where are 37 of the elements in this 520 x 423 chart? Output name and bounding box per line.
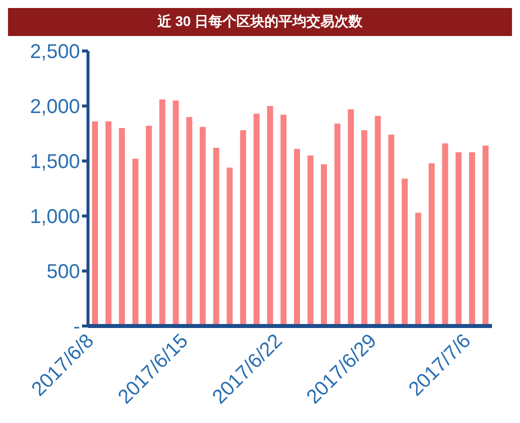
bar <box>280 114 287 326</box>
bar <box>146 126 152 326</box>
bar <box>482 146 489 326</box>
y-tick-label: 2,000 <box>30 96 80 118</box>
bar <box>361 130 368 326</box>
bar <box>402 178 408 326</box>
y-tick-label: 1,000 <box>30 206 80 228</box>
bar <box>172 100 179 326</box>
bar <box>388 134 394 326</box>
y-tick-label: - <box>73 316 80 338</box>
bar <box>428 163 435 326</box>
y-tick-label: 500 <box>46 261 80 284</box>
bar <box>132 158 138 326</box>
bar <box>200 126 206 326</box>
bar <box>186 117 192 326</box>
y-tick-label: 2,500 <box>30 41 80 64</box>
bar <box>213 148 220 326</box>
bar <box>294 148 300 326</box>
chart-title: 近 30 日每个区块的平均交易次数 <box>8 8 512 36</box>
y-tick-label: 1,500 <box>30 151 80 174</box>
bar <box>469 152 476 326</box>
bar <box>240 130 246 326</box>
bar <box>442 143 448 326</box>
bar <box>118 128 125 326</box>
bar <box>348 109 354 326</box>
bar <box>92 121 98 326</box>
bar <box>267 106 274 326</box>
bar <box>334 124 340 326</box>
bar <box>105 121 112 326</box>
bar <box>415 212 422 326</box>
bar <box>320 164 327 326</box>
bar <box>456 152 462 326</box>
bar <box>159 99 166 326</box>
bar <box>254 114 260 326</box>
bar <box>226 168 233 326</box>
bar <box>307 156 314 326</box>
bar <box>374 116 381 326</box>
